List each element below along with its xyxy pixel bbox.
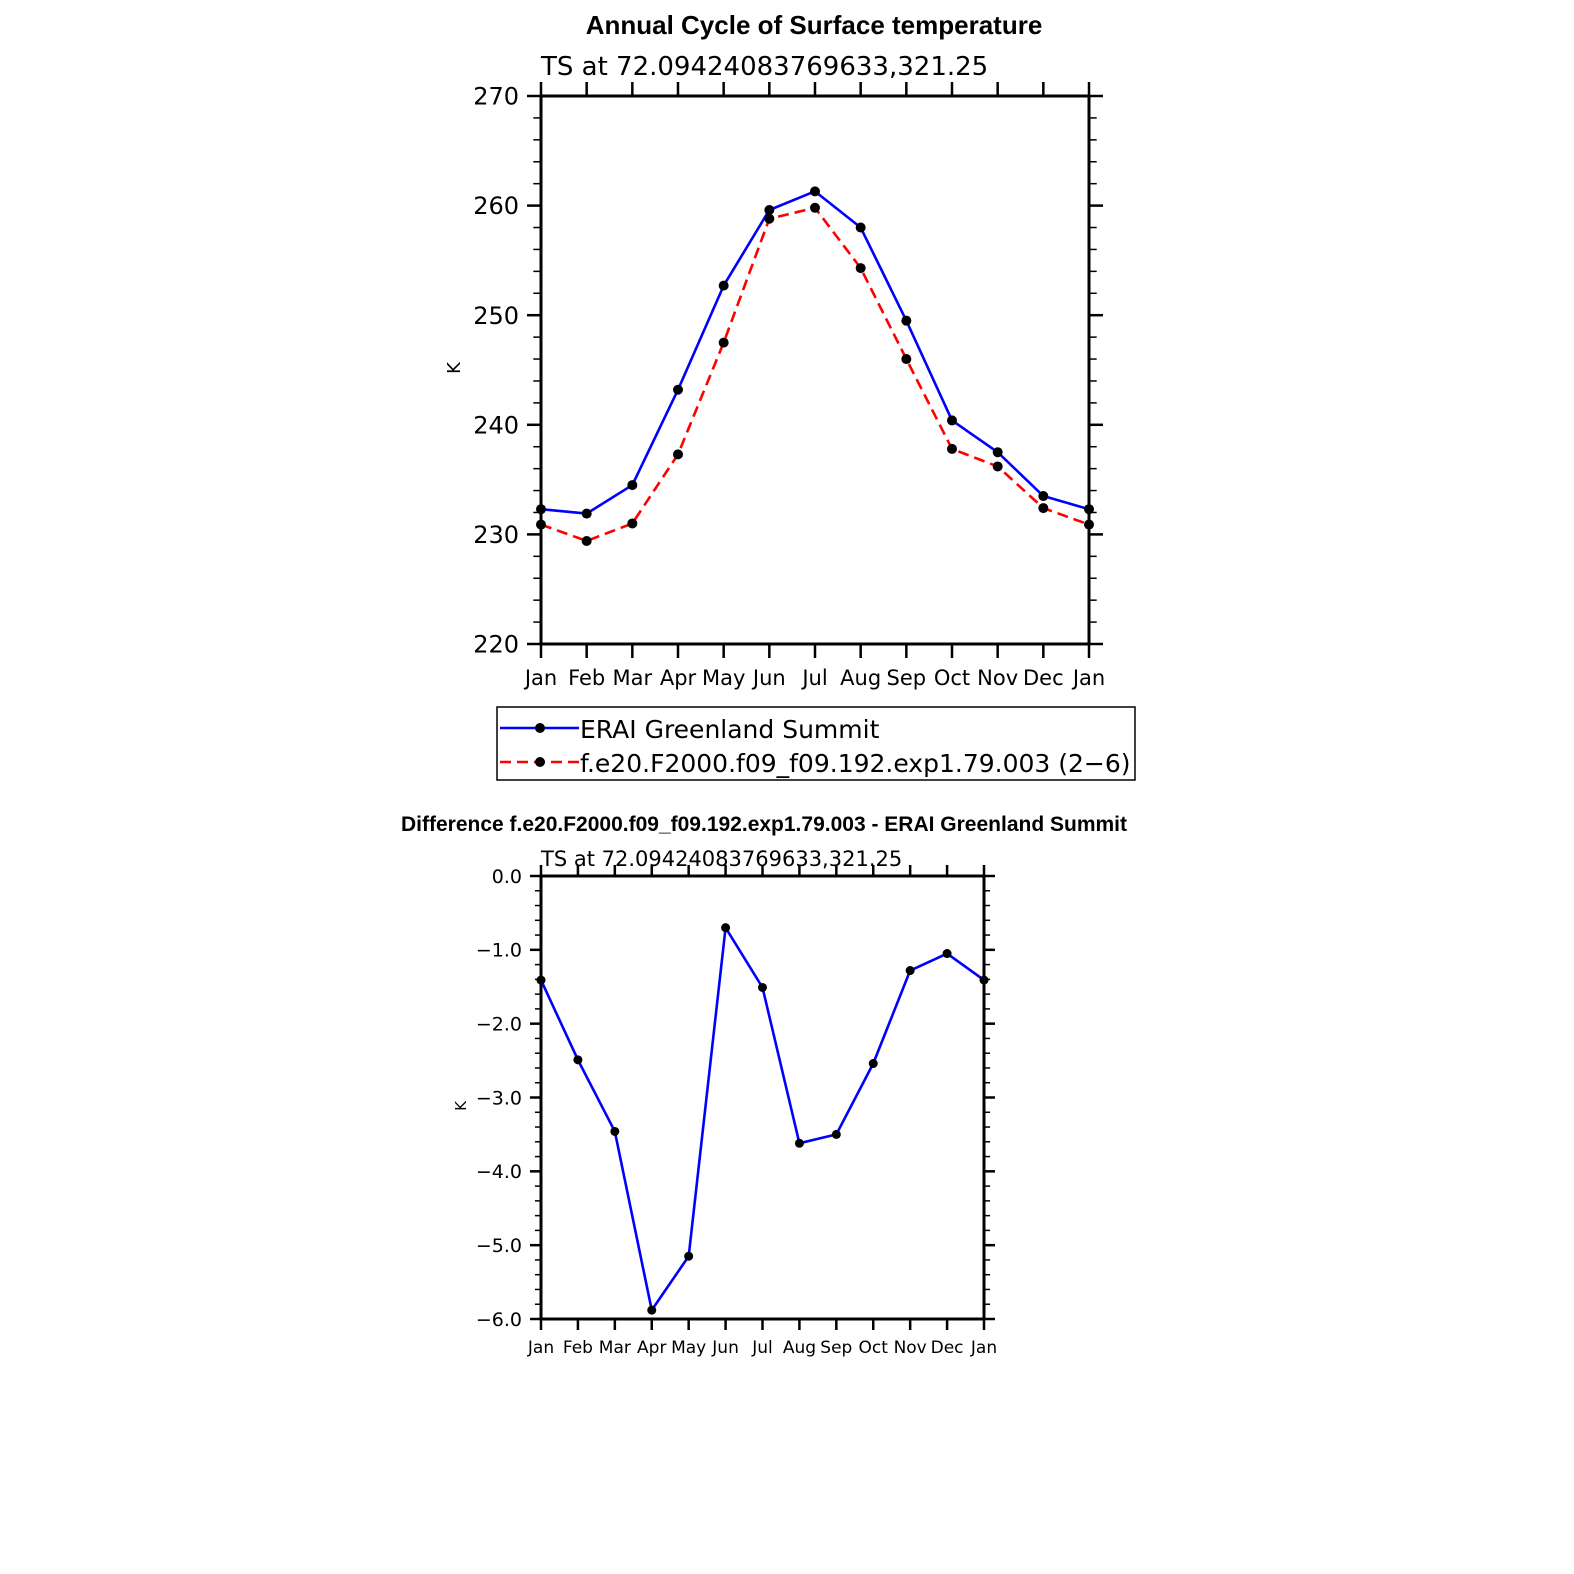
y-tick-label: −1.0: [476, 940, 522, 962]
x-tick-label: Nov: [894, 1338, 927, 1358]
chart1-ylabel: K: [444, 361, 465, 374]
y-tick-label: −2.0: [476, 1014, 522, 1036]
legend-label-erai: ERAI Greenland Summit: [580, 715, 880, 744]
x-tick-label: Jan: [527, 1338, 554, 1358]
data-point-0: [1038, 491, 1049, 502]
data-point-1: [947, 443, 957, 454]
plot-frame: [539, 94, 1091, 646]
x-tick-label: Sep: [820, 1338, 852, 1358]
y-tick-label: 0.0: [492, 866, 522, 888]
x-tick-label: May: [702, 666, 745, 690]
data-point-0: [855, 222, 866, 233]
y-tick-label: 260: [473, 192, 519, 220]
x-tick-label: Aug: [840, 666, 881, 690]
x-tick-label: Mar: [599, 1338, 631, 1358]
y-tick-label: −3.0: [476, 1087, 522, 1109]
data-point-0: [647, 1305, 657, 1315]
chart1-legend: ERAI Greenland Summit f.e20.F2000.f09_f0…: [496, 706, 1136, 781]
x-tick-label: Feb: [563, 1338, 593, 1358]
data-point-0: [1084, 504, 1094, 515]
data-point-0: [536, 975, 546, 985]
y-tick-label: −5.0: [476, 1235, 522, 1257]
chart2-subtitle: TS at 72.09424083769633,321.25: [540, 847, 902, 871]
data-point-0: [901, 315, 912, 326]
data-point-1: [627, 518, 638, 529]
data-point-1: [992, 461, 1003, 472]
legend-marker-model: [535, 757, 545, 767]
x-tick-label: Dec: [1023, 666, 1064, 690]
data-point-0: [673, 384, 683, 395]
x-tick-label: Jun: [711, 1338, 739, 1358]
data-point-0: [684, 1251, 694, 1261]
data-point-1: [1084, 519, 1094, 530]
data-point-1: [536, 519, 546, 530]
chart1-title: Annual Cycle of Surface temperature: [586, 10, 1043, 40]
x-tick-label: May: [671, 1338, 706, 1358]
data-point-1: [901, 354, 912, 365]
chart2-ylabel: K: [452, 1100, 470, 1111]
data-point-0: [868, 1059, 878, 1069]
y-tick-label: 230: [473, 521, 519, 549]
x-tick-label: Dec: [931, 1338, 964, 1358]
x-tick-label: Jan: [1071, 666, 1105, 690]
data-point-1: [581, 535, 592, 546]
data-point-0: [764, 204, 775, 215]
data-point-0: [718, 280, 729, 291]
x-tick-label: Sep: [887, 666, 927, 690]
data-point-0: [992, 447, 1003, 458]
y-tick-label: 240: [473, 411, 519, 439]
data-point-1: [673, 449, 683, 460]
data-point-1: [718, 337, 729, 348]
data-point-0: [758, 982, 767, 992]
data-point-1: [764, 213, 775, 224]
y-tick-label: 250: [473, 302, 519, 330]
x-tick-label: Oct: [859, 1338, 889, 1358]
x-tick-label: Jun: [751, 666, 786, 690]
legend-marker-erai: [535, 723, 545, 733]
y-tick-label: 270: [473, 83, 519, 111]
data-point-0: [610, 1126, 620, 1136]
y-tick-label: −4.0: [476, 1161, 522, 1183]
data-point-1: [855, 263, 866, 274]
legend-box: [496, 706, 1136, 781]
x-tick-label: Aug: [783, 1338, 816, 1358]
legend-label-model: f.e20.F2000.f09_f09.192.exp1.79.003 (2−6…: [580, 749, 1131, 778]
data-point-0: [942, 949, 952, 959]
x-tick-label: Apr: [637, 1338, 666, 1358]
data-point-1: [1038, 503, 1049, 514]
data-point-0: [627, 480, 638, 491]
x-tick-label: Jul: [800, 666, 827, 690]
x-tick-label: Apr: [660, 666, 697, 690]
x-tick-label: Jan: [970, 1338, 997, 1358]
y-tick-label: −6.0: [476, 1309, 522, 1331]
data-point-0: [721, 923, 731, 933]
data-point-0: [905, 966, 915, 976]
chart1-plot: 220 230 240 250 260 270 Jan Feb Mar Apr May Jun Jul A…: [473, 82, 1105, 690]
x-tick-label: Oct: [934, 666, 970, 690]
chart2-plot: −6.0 −5.0 −4.0 −3.0 −2.0 −1.0 0.0 Jan Feb Mar Apr M…: [476, 865, 997, 1358]
x-tick-label: Jan: [523, 666, 557, 690]
data-point-0: [810, 186, 820, 197]
x-tick-label: Mar: [613, 666, 653, 690]
series-line-0: [540, 190, 1090, 515]
y-tick-label: 220: [473, 631, 519, 659]
data-point-0: [831, 1129, 841, 1139]
data-point-1: [810, 202, 820, 213]
data-point-0: [581, 508, 592, 519]
x-tick-label: Feb: [568, 666, 605, 690]
data-point-0: [979, 975, 989, 985]
x-tick-label: Jul: [751, 1338, 773, 1358]
data-point-0: [947, 415, 957, 426]
data-point-0: [536, 504, 546, 515]
data-point-0: [794, 1138, 804, 1148]
data-point-0: [573, 1055, 583, 1065]
chart1-subtitle: TS at 72.09424083769633,321.25: [540, 52, 988, 82]
chart2-title: Difference f.e20.F2000.f09_f09.192.exp1.…: [401, 813, 1127, 836]
plot-frame: [539, 874, 986, 1321]
x-tick-label: Nov: [977, 666, 1018, 690]
